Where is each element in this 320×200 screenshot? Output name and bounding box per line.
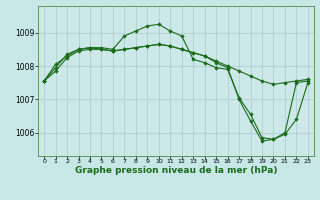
X-axis label: Graphe pression niveau de la mer (hPa): Graphe pression niveau de la mer (hPa) <box>75 166 277 175</box>
